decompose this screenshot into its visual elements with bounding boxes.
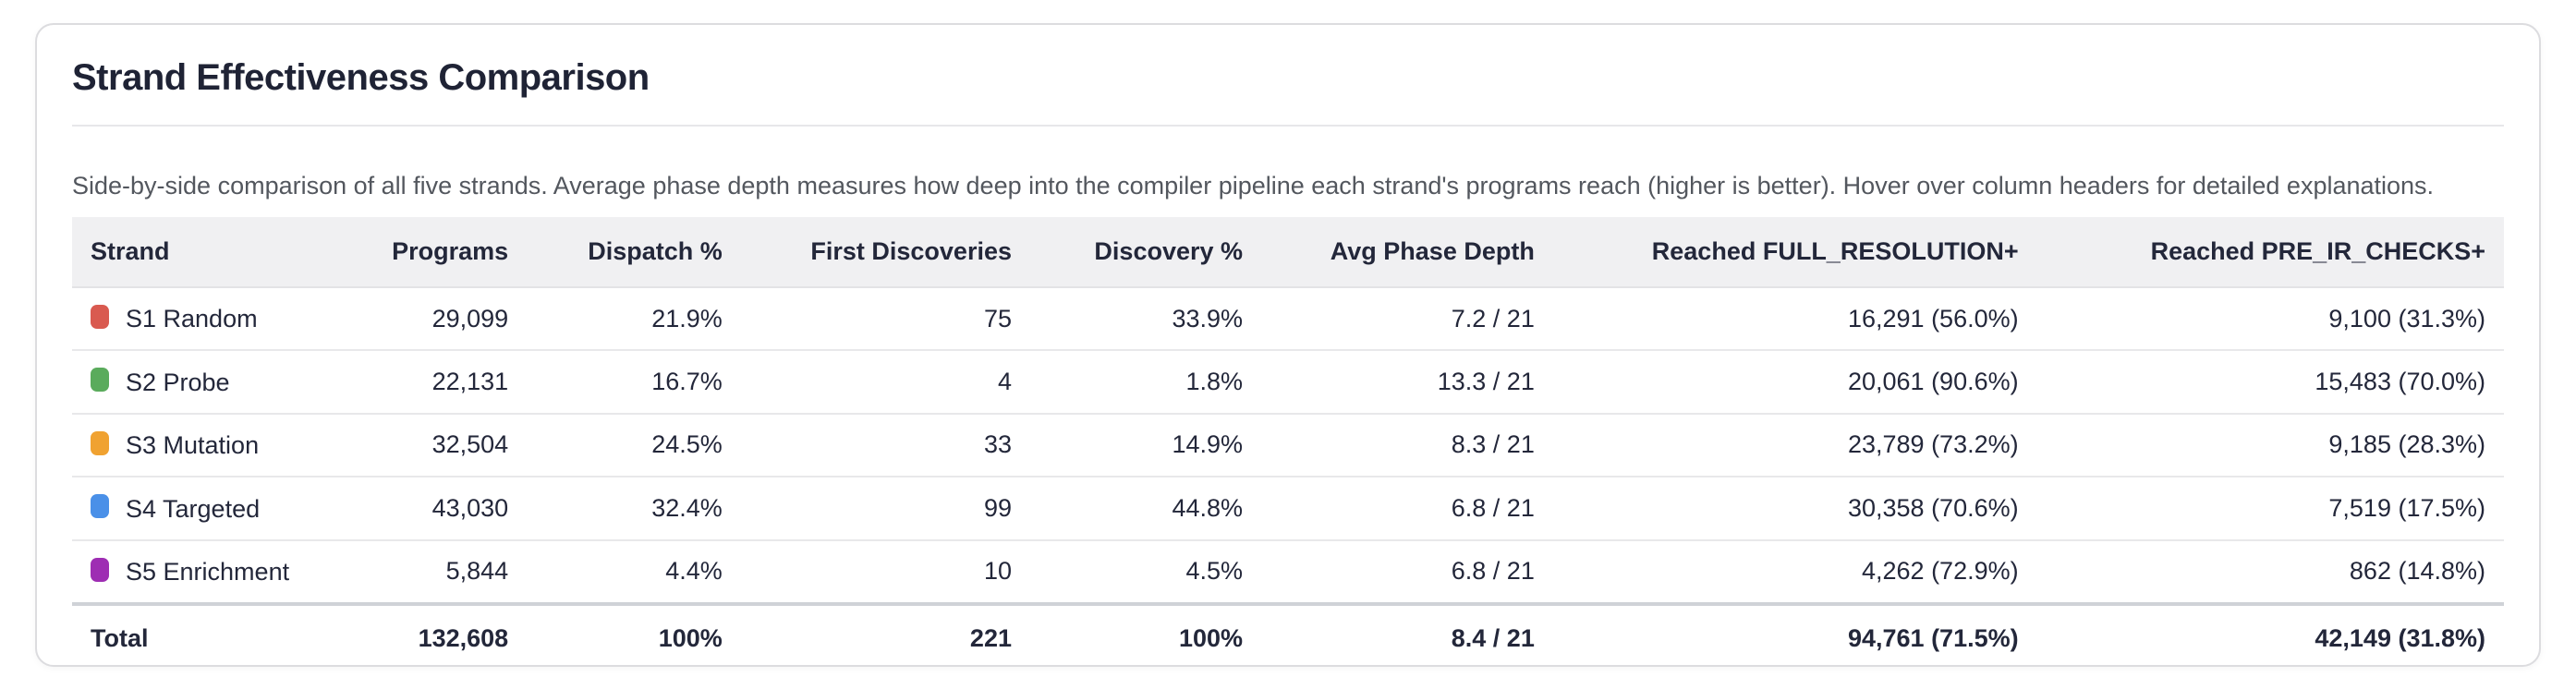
table-row-s3-mutation: S3 Mutation 32,504 24.5% 33 14.9% 8.3 / … [72,412,2504,477]
strand-color-swatch-icon [91,494,109,519]
cell-reached-full-resolution: 30,358 (70.6%) [1552,476,2037,540]
cell-first-discoveries: 4 [740,349,1030,414]
cell-total-programs: 132,608 [327,601,528,665]
strand-name: S3 Mutation [126,431,260,460]
cell-strand: S2 Probe [72,349,328,414]
strand-name: S1 Random [126,305,258,333]
cell-dispatch-pct: 4.4% [527,538,741,604]
cell-avg-phase-depth: 6.8 / 21 [1261,476,1553,540]
cell-total-first-discoveries: 221 [740,601,1030,665]
cell-reached-full-resolution: 16,291 (56.0%) [1847,304,2019,332]
table-row-s2-probe: S2 Probe 22,131 16.7% 4 1.8% 13.3 / 21 2… [72,349,2504,414]
strand-effectiveness-table: Strand Programs Dispatch % First Discove… [72,217,2504,665]
cell-dispatch-pct: 21.9% [651,304,723,332]
cell-dispatch-pct: 32.4% [527,476,741,540]
cell-reached-full-resolution: 23,789 (73.2%) [1552,412,2037,477]
table-header-row: Strand Programs Dispatch % First Discove… [72,217,2504,288]
cell-discovery-pct: 14.9% [1029,412,1262,477]
table-header: Strand Programs Dispatch % First Discove… [72,217,2504,288]
cell-total-reached-full-resolution: 94,761 (71.5%) [1552,601,2037,665]
cell-strand: S1 Random [72,287,327,350]
col-header-first-discoveries[interactable]: First Discoveries [740,217,1030,288]
cell-reached-pre-ir-checks: 9,185 (28.3%) [2036,412,2504,477]
col-header-strand[interactable]: Strand [72,217,328,288]
card-subtitle: Side-by-side comparison of all five stra… [72,172,2435,199]
cell-reached-full-resolution: 4,262 (72.9%) [1552,538,2037,604]
col-header-reached-pre-ir-checks[interactable]: Reached PRE_IR_CHECKS+ [2036,217,2504,288]
cell-reached-pre-ir-checks: 7,519 (17.5%) [2036,476,2504,540]
cell-strand: S5 Enrichment [72,538,328,604]
cell-programs: 22,131 [327,349,528,414]
cell-first-discoveries: 10 [740,538,1030,604]
col-header-avg-phase-depth[interactable]: Avg Phase Depth [1261,217,1553,288]
cell-programs: 32,504 [327,412,528,477]
cell-avg-phase-depth: 8.3 / 21 [1261,412,1553,477]
cell-dispatch-pct: 16.7% [527,349,741,414]
strand-name: S4 Targeted [126,494,261,523]
cell-total-discovery-pct: 100% [1029,601,1262,665]
cell-programs: 29,099 [431,304,509,332]
table-row-s1-random: S1 Random 29,099 21.9% 75 33.9% 7.2 / 21… [72,287,2504,350]
cell-total-label: Total [72,601,328,665]
strand-color-swatch-icon [91,368,109,393]
cell-reached-pre-ir-checks: 862 (14.8%) [2036,538,2504,604]
strand-name: S2 Probe [126,368,230,396]
cell-discovery-pct: 33.9% [1172,304,1244,332]
cell-discovery-pct: 1.8% [1029,349,1262,414]
cell-reached-pre-ir-checks: 15,483 (70.0%) [2036,349,2504,414]
cell-programs: 5,844 [327,538,528,604]
strand-name: S5 Enrichment [126,557,290,586]
cell-avg-phase-depth: 6.8 / 21 [1261,538,1553,604]
cell-first-discoveries: 75 [983,304,1012,332]
table-row-s4-targeted: S4 Targeted 43,030 32.4% 99 44.8% 6.8 / … [72,476,2504,540]
cell-reached-pre-ir-checks: 9,100 (31.3%) [2328,304,2485,332]
strand-color-swatch-icon [91,430,109,455]
table-row-s5-enrichment: S5 Enrichment 5,844 4.4% 10 4.5% 6.8 / 2… [72,538,2504,604]
table-row-total: Total 132,608 100% 221 100% 8.4 / 21 94,… [72,601,2504,665]
cell-discovery-pct: 44.8% [1029,476,1262,540]
cell-programs: 43,030 [327,476,528,540]
strand-color-swatch-icon [91,557,109,582]
strand-color-swatch-icon [91,305,109,329]
col-header-reached-full-resolution[interactable]: Reached FULL_RESOLUTION+ [1552,217,2037,288]
cell-avg-phase-depth: 7.2 / 21 [1451,304,1535,332]
cell-dispatch-pct: 24.5% [527,412,741,477]
cell-strand: S4 Targeted [72,476,328,540]
table-body: S1 Random 29,099 21.9% 75 33.9% 7.2 / 21… [72,287,2504,665]
cell-total-reached-pre-ir-checks: 42,149 (31.8%) [2036,601,2504,665]
cell-avg-phase-depth: 13.3 / 21 [1261,349,1553,414]
cell-total-dispatch-pct: 100% [527,601,741,665]
cell-total-avg-phase-depth: 8.4 / 21 [1261,601,1553,665]
col-header-dispatch-pct[interactable]: Dispatch % [527,217,741,288]
col-header-programs[interactable]: Programs [327,217,528,288]
title-divider [72,125,2504,127]
cell-first-discoveries: 33 [740,412,1030,477]
cell-discovery-pct: 4.5% [1029,538,1262,604]
col-header-discovery-pct[interactable]: Discovery % [1029,217,1262,288]
cell-reached-full-resolution: 20,061 (90.6%) [1552,349,2037,414]
cell-strand: S3 Mutation [72,412,328,477]
cell-first-discoveries: 99 [740,476,1030,540]
page-title: Strand Effectiveness Comparison [72,57,650,98]
strand-comparison-card: Strand Effectiveness Comparison Side-by-… [35,23,2541,667]
